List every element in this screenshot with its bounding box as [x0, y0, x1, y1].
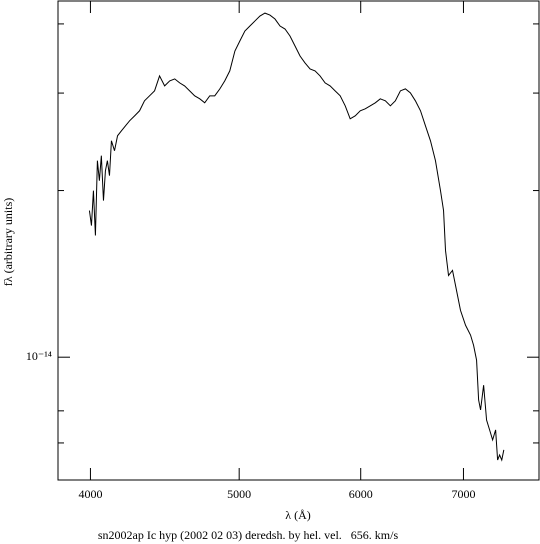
- caption: sn2002ap Ic hyp (2002 02 03) deredsh. by…: [98, 528, 399, 542]
- y-axis-label: fλ (arbitrary units): [1, 198, 15, 286]
- spectrum-line: [88, 12, 505, 462]
- plot-frame: [57, 0, 540, 481]
- x-tick-label: 4000: [78, 487, 102, 501]
- x-axis-label: λ (Å): [285, 508, 310, 522]
- x-tick-label: 6000: [349, 487, 373, 501]
- y-tick-label: 10⁻¹⁴: [26, 349, 52, 363]
- x-tick-label: 5000: [227, 487, 251, 501]
- x-tick-label: 7000: [451, 487, 475, 501]
